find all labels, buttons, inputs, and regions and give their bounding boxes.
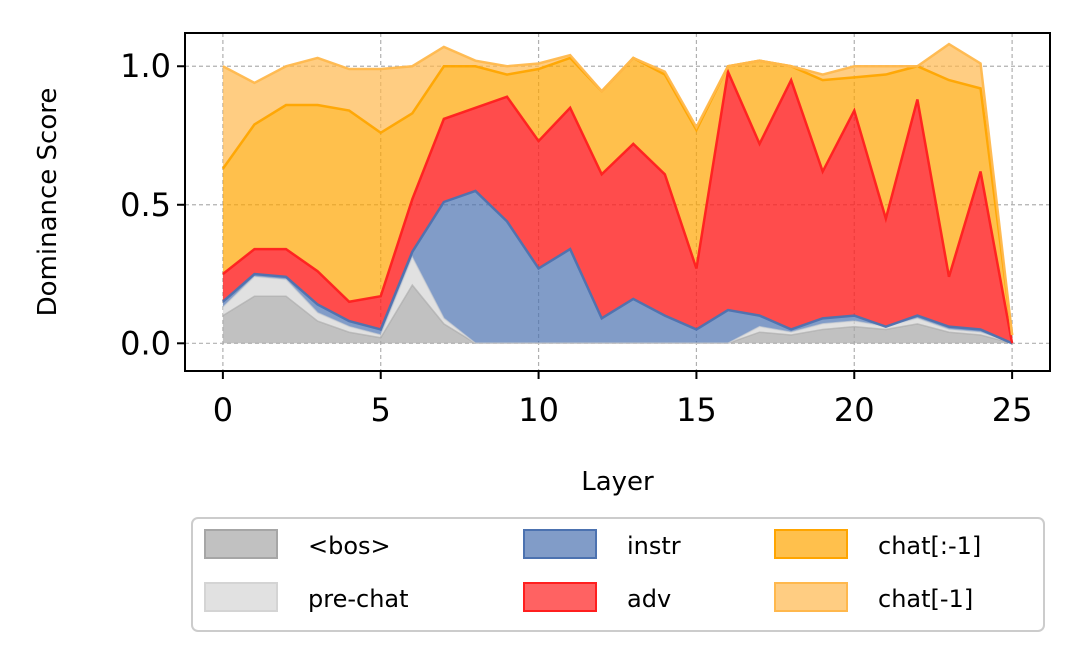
area-chat-1 [222, 57, 1013, 344]
area-pre-chat [222, 257, 1013, 344]
legend-label: chat[:-1] [878, 532, 981, 560]
area-adv [222, 71, 1013, 344]
x-tick-label: 25 [992, 391, 1033, 429]
legend-swatch [523, 529, 597, 559]
series-edges [221, 42, 1014, 345]
legend-label: instr [627, 532, 681, 560]
edge-instr [222, 189, 1013, 345]
edge-chat-1 [222, 42, 1014, 336]
x-tick-label: 10 [518, 391, 559, 429]
legend-label: pre-chat [308, 585, 409, 613]
area-bos [222, 285, 1013, 344]
y-tick-label: 1.0 [120, 47, 171, 85]
plot-frame [184, 32, 1051, 372]
x-tick-label: 0 [213, 391, 233, 429]
edge-adv [222, 67, 1014, 344]
x-tick-label: 20 [834, 391, 875, 429]
legend-swatch [523, 582, 597, 612]
x-tick-label: 5 [371, 391, 391, 429]
legend: <bos> pre-chat instr adv chat[:-1] chat[-1] [191, 517, 1045, 632]
y-axis-label: Dominance Score [33, 88, 63, 317]
legend-swatch [204, 529, 278, 559]
y-tick-label: 0.5 [120, 186, 171, 224]
legend-label: <bos> [308, 532, 391, 560]
y-axis-ticks: 0.0 0.5 1.0 [120, 47, 185, 362]
legend-swatch [204, 582, 278, 612]
legend-label: chat[-1] [878, 585, 973, 613]
area-instr [222, 190, 1013, 344]
legend-swatch [774, 582, 848, 612]
legend-label: adv [627, 585, 671, 613]
y-tick-label: 0.0 [120, 324, 171, 362]
x-axis-ticks: 0 5 10 15 20 25 [213, 371, 1033, 429]
plot-area [185, 33, 1050, 371]
x-tick-label: 15 [676, 391, 717, 429]
x-axis-label: Layer [581, 467, 654, 497]
legend-swatch [774, 529, 848, 559]
